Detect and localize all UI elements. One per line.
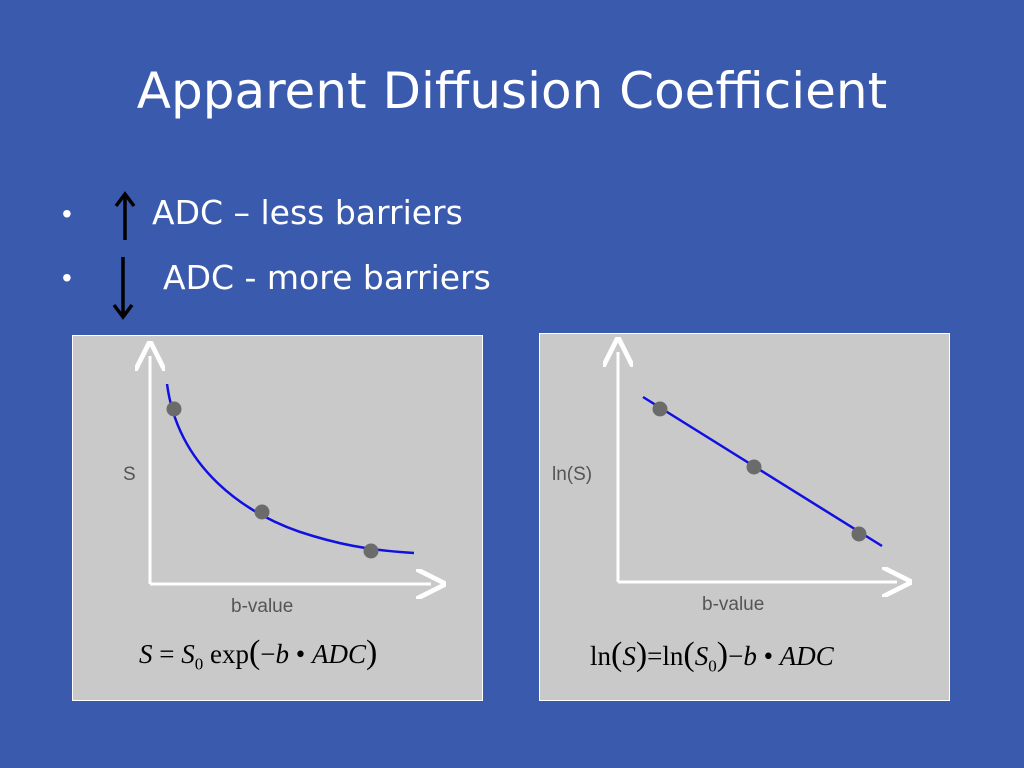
down-arrow-icon bbox=[112, 257, 134, 320]
data-point bbox=[166, 401, 182, 417]
y-axis-label: ln(S) bbox=[552, 464, 593, 485]
log-linear-panel: ln(S) b-value ln(S)=ln(S0)−b • ADC bbox=[539, 333, 950, 701]
bullet-text-2: ADC - more barriers bbox=[163, 258, 491, 297]
data-point bbox=[652, 401, 668, 417]
exponential-plot bbox=[73, 336, 484, 702]
fit-line bbox=[642, 395, 883, 548]
exponential-formula: S = S0 exp(−b • ADC) bbox=[139, 634, 378, 674]
bullet-text-1: ADC – less barriers bbox=[152, 193, 463, 232]
x-axis-label: b-value bbox=[702, 594, 765, 615]
bullet-dot-1: • bbox=[62, 198, 72, 229]
data-point bbox=[363, 543, 379, 559]
x-axis-label: b-value bbox=[231, 596, 294, 617]
decay-curve bbox=[165, 383, 415, 555]
slide-title: Apparent Diffusion Coefficient bbox=[136, 62, 888, 120]
data-point bbox=[254, 504, 270, 520]
log-linear-plot bbox=[540, 334, 951, 702]
bullet-dot-2: • bbox=[62, 262, 72, 293]
log-linear-formula: ln(S)=ln(S0)−b • ADC bbox=[590, 636, 834, 676]
data-point bbox=[851, 526, 867, 542]
y-axis-label: S bbox=[123, 464, 136, 485]
up-arrow-icon bbox=[114, 191, 136, 240]
exponential-decay-panel: S b-value S = S0 exp(−b • ADC) bbox=[72, 335, 483, 701]
data-point bbox=[746, 459, 762, 475]
